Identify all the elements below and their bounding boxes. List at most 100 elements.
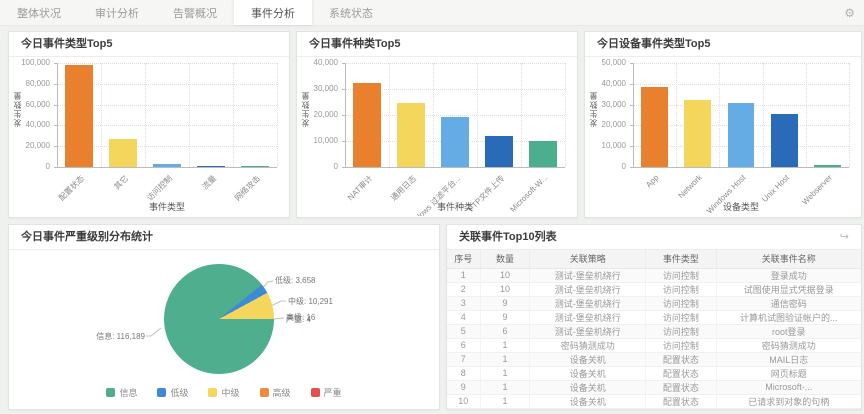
table-row[interactable]: 7 1 设备关机 配置状态 MAIL日志 [447,352,861,367]
bar-3[interactable] [770,113,798,167]
table-cell: 1 [480,380,531,395]
table-row[interactable]: 6 1 密码猜测成功 访问控制 密码猜测成功 [447,338,861,353]
table-row[interactable]: 8 1 设备关机 配置状态 网页标题 [447,366,861,381]
legend-item[interactable]: 低级 [157,386,188,399]
gridline [477,63,478,167]
legend-swatch-icon [208,388,218,397]
y-tick-mark [342,89,345,90]
x-axis-line [633,167,849,168]
legend-label: 高级 [272,388,291,398]
bar-3[interactable] [197,165,225,167]
table-row[interactable]: 5 6 测试-堡垒机绕行 访问控制 root登录 [447,324,861,339]
table-cell: 6 [447,338,481,353]
table-cell: MAIL日志 [716,352,861,367]
table-cell: 配置状态 [645,352,717,367]
gridline [719,63,721,167]
x-axis-title: 事件类型 [148,202,185,212]
x-tick-label: Webserver [800,173,834,207]
table-row[interactable]: 1 10 测试-堡垒机绕行 访问控制 登录成功 [447,268,861,283]
table-cell: 设备关机 [529,366,647,381]
gridline [521,63,522,167]
pie-legend: 信息 低级 中级 高级 严重 [9,386,439,399]
pie-chart-severity: 低级: 3,658 中级: 10,291 高级: 16 严重: 4 信息: 11… [9,250,439,409]
table-cell: 通信密码 [716,296,861,311]
table-cell: 7 [447,352,481,367]
table-cell: 测试-堡垒机绕行 [529,296,647,311]
table-cell: 密码猜测成功 [529,338,647,353]
bar-1[interactable] [397,103,425,167]
legend-item[interactable]: 高级 [259,386,291,399]
bar-0[interactable] [65,65,93,167]
gridline [145,63,146,167]
y-tick-mark [342,167,345,168]
y-tick-label: 10,000 [313,136,338,145]
x-tick-label: Network [677,173,705,201]
panel-title: 今日事件类型Top5 [21,37,113,50]
gridline [633,83,849,85]
legend-item[interactable]: 中级 [208,386,240,399]
bar-1[interactable] [109,139,137,167]
table-cell: 设备关机 [529,394,647,409]
table-cell: 设备关机 [529,380,647,395]
legend-item[interactable]: 信息 [106,386,137,399]
legend-item[interactable]: 严重 [310,386,342,399]
nav-tab[interactable]: 告警概况 [173,7,217,20]
nav-tab[interactable]: 审计分析 [95,7,139,20]
table-cell: 访问控制 [645,296,717,311]
table-cell: 9 [447,380,481,395]
bar-2[interactable] [441,117,469,167]
x-tick-label: Microsoft-W... [508,173,550,214]
bar-0[interactable] [353,82,381,167]
bar-4[interactable] [814,164,841,167]
table-cell: 4 [447,310,481,325]
panel-title: 关联事件Top10列表 [459,230,557,243]
y-tick-label: 40,000 [25,120,50,130]
bar-1[interactable] [684,99,712,167]
x-tick-label: Windows Host [704,173,748,216]
bar-2[interactable] [727,102,755,167]
bar-4[interactable] [241,166,269,167]
x-tick-label: 配置状态 [57,173,87,203]
table-column-header: 关联策略 [529,250,647,269]
y-tick-label: 60,000 [25,99,50,109]
y-axis-line [633,63,634,167]
bar-3[interactable] [485,136,513,167]
table-column-header: 序号 [447,250,481,269]
table-cell: 访问控制 [645,310,717,325]
y-tick-label: 0 [621,162,626,171]
gridline [57,83,277,85]
table-cell: 1 [480,366,531,381]
table-row[interactable]: 3 9 测试-堡垒机绕行 访问控制 通信密码 [447,296,861,311]
nav-tab[interactable]: 事件分析 [234,0,312,25]
gridline [676,63,678,167]
gridline [345,115,565,116]
bar-chart-event-kind: 发生数量 0 10,000 20,000 30,000 40,000 NAT审计 通用日志 Wi… [297,57,577,216]
share-arrow-icon[interactable]: ↪ [839,230,849,243]
bar-0[interactable] [641,86,668,167]
correlated-events-table: 序号 数量 关联策略 事件类型 关联事件名称 1 10 测试-堡垒机绕行 访问控制 登录成功 2 1… [447,250,861,409]
y-tick-mark [342,63,345,64]
table-row[interactable]: 10 1 设备关机 配置状态 已请求到对象的句柄 [447,394,861,409]
bar-4[interactable] [529,140,557,167]
table-cell: 访问控制 [645,338,717,353]
nav-tabs: 整体状况 审计分析 告警概况 事件分析 系统状态 [0,0,390,25]
y-tick-mark [54,63,57,64]
legend-label: 信息 [119,388,138,398]
bar-2[interactable] [153,164,181,167]
table-cell: 配置状态 [645,380,717,395]
table-row[interactable]: 4 9 测试-堡垒机绕行 访问控制 计算机试图验证帐户的... [447,310,861,325]
table-row[interactable]: 9 1 设备关机 配置状态 Microsoft-... [447,380,861,395]
legend-label: 低级 [170,388,189,398]
panel-event-type-top5: 今日事件类型Top5 发生数量 0 20,000 40,000 60,000 80,000… [8,31,290,218]
table-row[interactable]: 2 10 测试-堡垒机绕行 访问控制 试图使用显式凭据登录 [447,282,861,297]
panel-title: 今日设备事件类型Top5 [597,37,711,50]
legend-swatch-icon [259,388,269,397]
nav-tab[interactable]: 整体状况 [17,7,61,20]
pie-circle[interactable] [164,264,274,374]
y-tick-label: 40,000 [313,58,338,67]
nav-tab[interactable]: 系统状态 [329,7,373,20]
table-cell: 1 [480,394,531,409]
x-axis-title: 事件种类 [436,202,473,212]
gridline [805,63,807,167]
gear-icon[interactable]: ⚙ [844,6,855,20]
